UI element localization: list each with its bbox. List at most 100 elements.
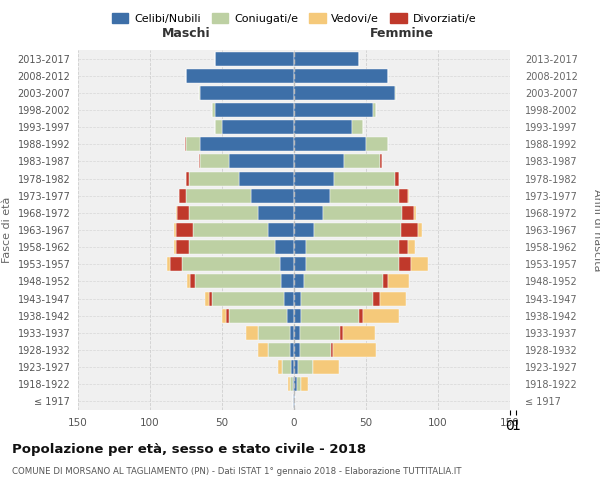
Bar (175, 240, 176, 254)
Bar (176, 206, 178, 220)
Bar (330, 188, 399, 202)
Bar (186, 188, 251, 202)
Bar (297, 378, 301, 392)
Bar (408, 240, 415, 254)
Bar (287, 308, 294, 322)
Bar (305, 258, 399, 272)
Bar (293, 394, 294, 408)
Legend: Celibi/Nubili, Coniugati/e, Vedovi/e, Divorziati/e: Celibi/Nubili, Coniugati/e, Vedovi/e, Di… (107, 9, 481, 29)
Bar (199, 86, 200, 100)
Bar (294, 360, 298, 374)
Bar (294, 120, 352, 134)
Bar (283, 360, 291, 374)
Bar (275, 240, 294, 254)
Bar (313, 360, 338, 374)
Bar (187, 274, 190, 288)
Bar (290, 378, 293, 392)
Bar (410, 258, 428, 272)
Bar (209, 292, 212, 306)
Bar (305, 240, 399, 254)
Bar (294, 52, 359, 66)
Bar (395, 86, 396, 100)
Bar (352, 120, 363, 134)
Bar (186, 68, 294, 82)
Bar (344, 154, 380, 168)
Bar (186, 138, 200, 151)
Bar (215, 103, 294, 117)
Bar (294, 308, 301, 322)
Bar (294, 274, 304, 288)
Bar (294, 206, 323, 220)
Bar (258, 326, 290, 340)
Bar (247, 326, 258, 340)
Bar (373, 292, 380, 306)
Bar (334, 172, 395, 185)
Bar (293, 378, 294, 392)
Bar (408, 188, 409, 202)
Bar (294, 326, 300, 340)
Bar (251, 188, 294, 202)
Bar (301, 308, 359, 322)
Bar (193, 223, 268, 237)
Bar (182, 258, 280, 272)
Bar (294, 68, 388, 82)
Bar (189, 172, 239, 185)
Bar (294, 292, 301, 306)
Bar (268, 223, 294, 237)
Bar (178, 206, 189, 220)
Bar (291, 360, 294, 374)
Bar (222, 308, 226, 322)
Bar (399, 188, 408, 202)
Bar (294, 343, 300, 357)
Bar (401, 223, 418, 237)
Bar (186, 172, 189, 185)
Text: Femmine: Femmine (370, 26, 434, 40)
Y-axis label: Fasce di età: Fasce di età (2, 197, 12, 263)
Bar (278, 360, 283, 374)
Bar (226, 308, 229, 322)
Bar (294, 394, 295, 408)
Bar (294, 154, 344, 168)
Bar (194, 274, 281, 288)
Bar (340, 326, 343, 340)
Bar (380, 292, 406, 306)
Bar (304, 274, 383, 288)
Bar (268, 343, 290, 357)
Bar (343, 326, 374, 340)
Bar (333, 343, 376, 357)
Bar (190, 274, 194, 288)
Bar (200, 154, 229, 168)
Bar (212, 292, 284, 306)
Bar (294, 103, 373, 117)
Bar (294, 172, 334, 185)
Bar (290, 326, 294, 340)
Bar (298, 360, 313, 374)
Bar (200, 86, 294, 100)
Bar (323, 206, 402, 220)
Bar (294, 138, 366, 151)
Bar (301, 378, 308, 392)
Bar (212, 103, 215, 117)
Bar (239, 172, 294, 185)
Bar (176, 223, 193, 237)
Bar (176, 240, 189, 254)
Bar (175, 223, 176, 237)
Bar (229, 154, 294, 168)
Bar (300, 326, 340, 340)
Bar (200, 138, 294, 151)
Bar (258, 206, 294, 220)
Bar (294, 86, 395, 100)
Bar (167, 258, 170, 272)
Bar (290, 343, 294, 357)
Bar (179, 188, 186, 202)
Bar (229, 308, 287, 322)
Text: COMUNE DI MORSANO AL TAGLIAMENTO (PN) - Dati ISTAT 1° gennaio 2018 - Elaborazion: COMUNE DI MORSANO AL TAGLIAMENTO (PN) - … (12, 468, 461, 476)
Bar (281, 274, 294, 288)
Bar (258, 343, 268, 357)
Text: Anni di nascita: Anni di nascita (592, 188, 600, 271)
Bar (300, 343, 331, 357)
Bar (294, 188, 330, 202)
Bar (395, 172, 399, 185)
Bar (388, 274, 409, 288)
Bar (380, 154, 382, 168)
